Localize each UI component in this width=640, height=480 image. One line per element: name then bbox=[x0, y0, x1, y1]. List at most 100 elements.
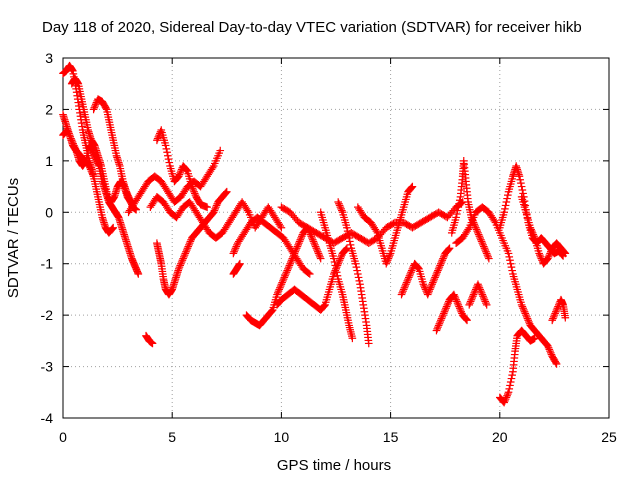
chart-title: Day 118 of 2020, Sidereal Day-to-day VTE… bbox=[42, 19, 582, 36]
series-track-24 bbox=[496, 326, 539, 407]
data-point bbox=[216, 146, 225, 155]
series-track-15 bbox=[316, 208, 357, 343]
series-track-9 bbox=[146, 193, 286, 242]
series-track-17 bbox=[354, 182, 417, 268]
data-point bbox=[346, 237, 354, 246]
data-point bbox=[506, 259, 515, 268]
data-point bbox=[485, 254, 493, 263]
data-point bbox=[407, 183, 416, 192]
data-point bbox=[223, 187, 231, 196]
data-point bbox=[445, 244, 454, 253]
data-point bbox=[502, 198, 511, 206]
series-track-10 bbox=[229, 213, 314, 278]
data-point bbox=[552, 358, 560, 367]
data-point bbox=[517, 179, 525, 187]
data-point bbox=[516, 175, 524, 184]
data-point bbox=[102, 104, 110, 112]
data-point bbox=[134, 270, 143, 278]
data-point bbox=[164, 155, 173, 163]
data-point bbox=[515, 172, 524, 181]
data-point bbox=[342, 245, 350, 253]
series-track-13 bbox=[273, 244, 351, 314]
data-point bbox=[408, 182, 417, 191]
y-tick-label: 2 bbox=[45, 101, 53, 117]
data-point bbox=[203, 203, 211, 211]
x-tick-label: 25 bbox=[601, 429, 617, 445]
data-point bbox=[503, 194, 511, 203]
data-point bbox=[454, 203, 463, 211]
data-point bbox=[330, 258, 339, 266]
data-point bbox=[182, 166, 191, 175]
x-tick-label: 0 bbox=[59, 429, 67, 445]
data-point bbox=[351, 259, 360, 268]
data-point bbox=[517, 182, 526, 191]
y-tick-label: 1 bbox=[45, 153, 53, 169]
data-point bbox=[507, 263, 516, 271]
data-point bbox=[109, 223, 118, 232]
data-point bbox=[89, 172, 98, 181]
data-point bbox=[161, 141, 170, 150]
data-point bbox=[354, 273, 363, 282]
data-point bbox=[506, 378, 515, 386]
data-point bbox=[561, 249, 570, 258]
axis-ticks: 0 5 10 15 20 25 -4 -3 -2 -1 0 1 2 3 bbox=[41, 50, 617, 445]
x-tick-label: 10 bbox=[274, 429, 290, 445]
data-point bbox=[316, 254, 325, 263]
data-point bbox=[507, 374, 516, 383]
plot-frame bbox=[62, 57, 610, 419]
x-tick-label: 15 bbox=[383, 429, 399, 445]
series-track-26 bbox=[548, 295, 570, 325]
data-point bbox=[506, 381, 514, 390]
data-point bbox=[500, 208, 508, 217]
y-tick-label: -4 bbox=[41, 410, 54, 426]
data-point bbox=[506, 256, 514, 265]
x-axis-label: GPS time / hours bbox=[277, 457, 391, 474]
data-point bbox=[305, 270, 314, 278]
data-point bbox=[352, 263, 361, 271]
data-point bbox=[504, 388, 513, 397]
series-track-21 bbox=[465, 280, 491, 309]
data-point bbox=[165, 158, 174, 167]
data-point bbox=[462, 315, 471, 324]
data-point bbox=[344, 230, 353, 239]
data-point bbox=[504, 191, 512, 199]
data-point bbox=[519, 189, 527, 198]
series-track-18 bbox=[397, 244, 454, 299]
data-point bbox=[320, 301, 329, 310]
data-point bbox=[343, 227, 352, 235]
data-point bbox=[268, 307, 276, 315]
data-point bbox=[508, 371, 516, 379]
data-point bbox=[455, 196, 464, 205]
series-track-5 bbox=[124, 146, 225, 217]
data-point bbox=[414, 264, 423, 272]
data-point bbox=[332, 268, 341, 277]
data-point bbox=[442, 212, 450, 221]
data-point bbox=[162, 145, 171, 153]
series-track-6 bbox=[153, 126, 211, 211]
data-point bbox=[304, 269, 313, 277]
data-point bbox=[332, 265, 340, 273]
data-point bbox=[455, 199, 463, 208]
y-tick-label: -1 bbox=[41, 256, 54, 272]
data-point bbox=[132, 205, 140, 214]
data-point bbox=[364, 339, 373, 348]
data-point bbox=[333, 271, 342, 280]
data-point bbox=[330, 254, 338, 263]
data-point bbox=[164, 151, 172, 160]
data-point bbox=[353, 266, 361, 275]
data-point bbox=[452, 213, 460, 222]
data-point bbox=[504, 249, 513, 258]
data-point bbox=[561, 313, 570, 322]
data-point bbox=[453, 206, 462, 215]
data-point bbox=[222, 188, 230, 197]
series-track-16 bbox=[334, 198, 373, 348]
data-point bbox=[508, 266, 516, 275]
data-point bbox=[348, 334, 357, 343]
data-point bbox=[355, 277, 364, 285]
y-axis-label: SDTVAR / TECUs bbox=[5, 178, 22, 298]
x-tick-label: 5 bbox=[168, 429, 176, 445]
series-track-25 bbox=[517, 193, 570, 268]
data-point bbox=[148, 339, 157, 348]
data-points bbox=[59, 61, 570, 407]
